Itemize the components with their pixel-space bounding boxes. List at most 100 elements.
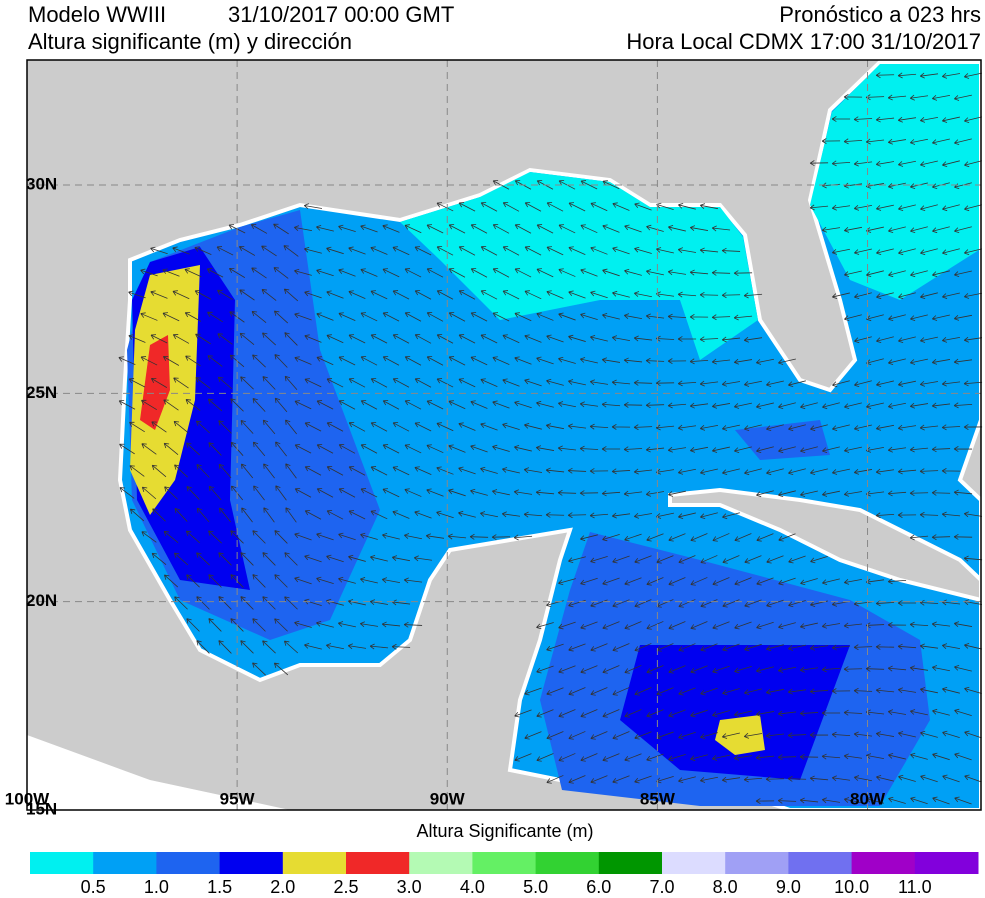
arrow (853, 775, 872, 782)
arrow (141, 399, 157, 411)
arrow (140, 356, 158, 366)
arrow (678, 643, 696, 652)
legend-label: 2.0 (270, 877, 295, 897)
arrow (558, 709, 576, 718)
lon-label: 90W (430, 789, 466, 808)
arrow (304, 466, 322, 476)
arrow (535, 489, 555, 496)
arrow (448, 488, 466, 497)
arrow (458, 202, 476, 212)
arrow (502, 378, 520, 387)
arrow (196, 420, 211, 434)
arrow (403, 577, 423, 584)
arrow (163, 442, 179, 456)
arrow (810, 468, 828, 475)
arrow (392, 466, 410, 476)
arrow (186, 574, 200, 588)
arrow (403, 533, 422, 540)
arrow (558, 268, 576, 277)
arrow (536, 753, 554, 762)
arrow (580, 180, 598, 190)
arrow (218, 596, 232, 610)
arrow (304, 642, 322, 650)
arrow (756, 490, 774, 498)
arrow (721, 292, 741, 299)
arrow (712, 710, 730, 718)
arrow (623, 313, 643, 320)
legend-label: 11.0 (898, 877, 932, 897)
arrow (274, 574, 288, 588)
arrow (360, 356, 378, 366)
arrow (777, 710, 797, 717)
arrow (964, 730, 982, 739)
arrow (294, 444, 312, 454)
arrow (263, 507, 275, 523)
arrow (326, 378, 344, 388)
arrow (734, 621, 752, 630)
arrow (787, 775, 807, 782)
arrow (920, 774, 938, 783)
arrow (865, 622, 885, 629)
arrow (853, 644, 873, 651)
arrow (304, 554, 322, 563)
arrow (853, 731, 873, 738)
legend-label: 5.0 (523, 877, 548, 897)
arrow (546, 378, 564, 386)
arrow (558, 621, 576, 630)
arrow (304, 246, 322, 254)
arrow (414, 510, 432, 519)
arrow (502, 202, 520, 212)
arrow (316, 312, 334, 321)
arrow (822, 446, 840, 453)
arrow (558, 665, 576, 674)
arrow (931, 94, 951, 101)
arrow (163, 530, 179, 543)
arrow (150, 246, 168, 255)
colorbar: 0.5 1.0 1.5 2.0 2.5 3.0 4.0 5.0 6.0 7.0 8.0 9.0 10.0… (30, 852, 979, 897)
arrow (470, 400, 488, 409)
arrow (875, 643, 895, 650)
arrow (887, 94, 907, 101)
arrow (545, 511, 565, 518)
arrow (558, 356, 576, 364)
arrow (875, 687, 895, 694)
arrow (678, 555, 696, 564)
arrow (558, 753, 576, 762)
arrow (831, 160, 851, 167)
arrow (743, 336, 763, 343)
arrow (712, 446, 730, 453)
arrow (843, 709, 863, 716)
legend-label: 7.0 (649, 877, 674, 897)
arrow (392, 290, 410, 300)
arrow (250, 224, 268, 234)
arrow (426, 312, 444, 322)
arrow (634, 599, 652, 608)
arrow (141, 443, 157, 455)
arrow (414, 246, 432, 256)
arrow (480, 466, 498, 474)
arrow (919, 116, 939, 123)
arrow (909, 621, 929, 628)
arrow (579, 401, 599, 408)
arrow (326, 290, 344, 299)
arrow (822, 490, 840, 497)
arrow (800, 490, 818, 497)
arrow (195, 377, 211, 389)
arrow (656, 247, 674, 254)
arrow (568, 687, 586, 696)
arrow (207, 355, 223, 367)
color-box (156, 852, 221, 874)
arrow (274, 310, 289, 324)
arrow (897, 116, 917, 123)
arrow (799, 797, 819, 804)
arrow (230, 398, 244, 412)
arrow (391, 555, 411, 562)
arrow (360, 488, 378, 498)
arrow (920, 160, 938, 167)
arrow (667, 269, 687, 276)
arrow (963, 555, 983, 562)
arrow (844, 402, 862, 410)
arrow (426, 444, 444, 454)
arrow (898, 731, 916, 738)
arrow (932, 796, 950, 805)
